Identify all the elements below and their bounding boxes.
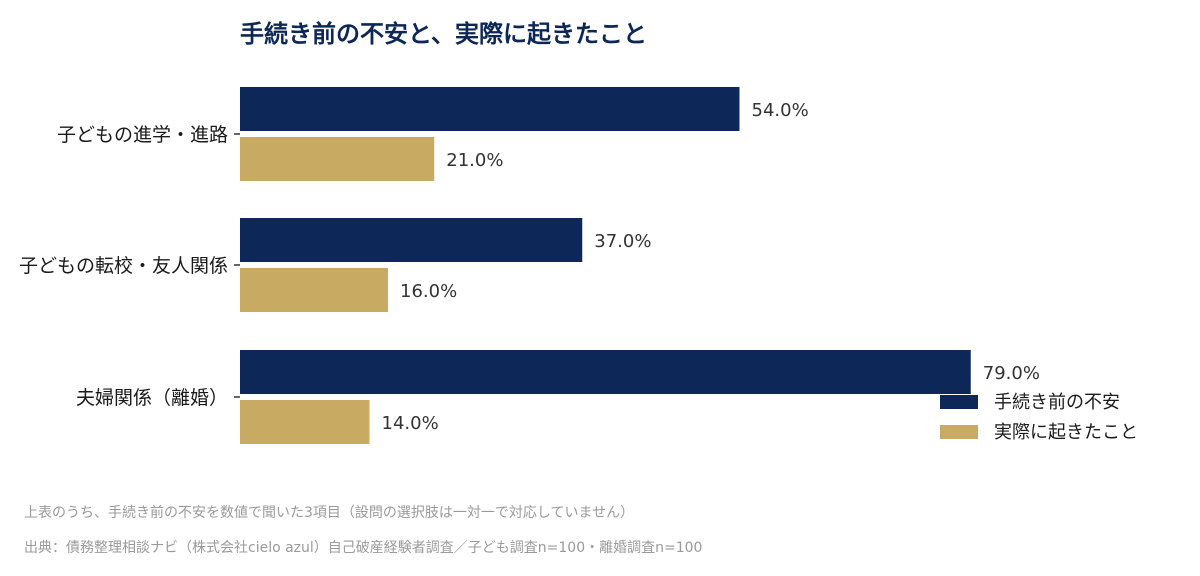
chart-title: 手続き前の不安と、実際に起きたこと [240, 20, 647, 48]
bars-group: 子どもの進学・進路 54.0% 21.0% 子どもの転校・友人関係 37.0% 16.0%… [19, 87, 1040, 444]
bar-anxiety [240, 218, 583, 262]
legend-label: 手続き前の不安 [994, 392, 1120, 413]
bar-anxiety [240, 350, 971, 394]
chart-source: 出典：債務整理相談ナビ（株式会社cielo azul）自己破産経験者調査／子ども… [24, 539, 702, 556]
data-label: 54.0% [752, 100, 809, 121]
bar-anxiety [240, 87, 740, 131]
data-label: 14.0% [382, 413, 439, 434]
bar-actual [240, 268, 388, 312]
category-label: 子どもの転校・友人関係 [19, 255, 228, 277]
data-label: 79.0% [983, 363, 1040, 384]
data-label: 21.0% [446, 150, 503, 171]
category-label: 夫婦関係（離婚） [76, 387, 228, 409]
category-label: 子どもの進学・進路 [57, 124, 228, 146]
data-label: 37.0% [594, 231, 651, 252]
data-label: 16.0% [400, 281, 457, 302]
chart-note: 上表のうち、手続き前の不安を数値で聞いた3項目（設問の選択肢は一対一で対応してい… [24, 504, 634, 521]
legend-swatch [940, 395, 978, 409]
bar-actual [240, 400, 370, 444]
legend-label: 実際に起きたこと [994, 422, 1138, 443]
legend-swatch [940, 425, 978, 439]
bar-actual [240, 137, 435, 181]
